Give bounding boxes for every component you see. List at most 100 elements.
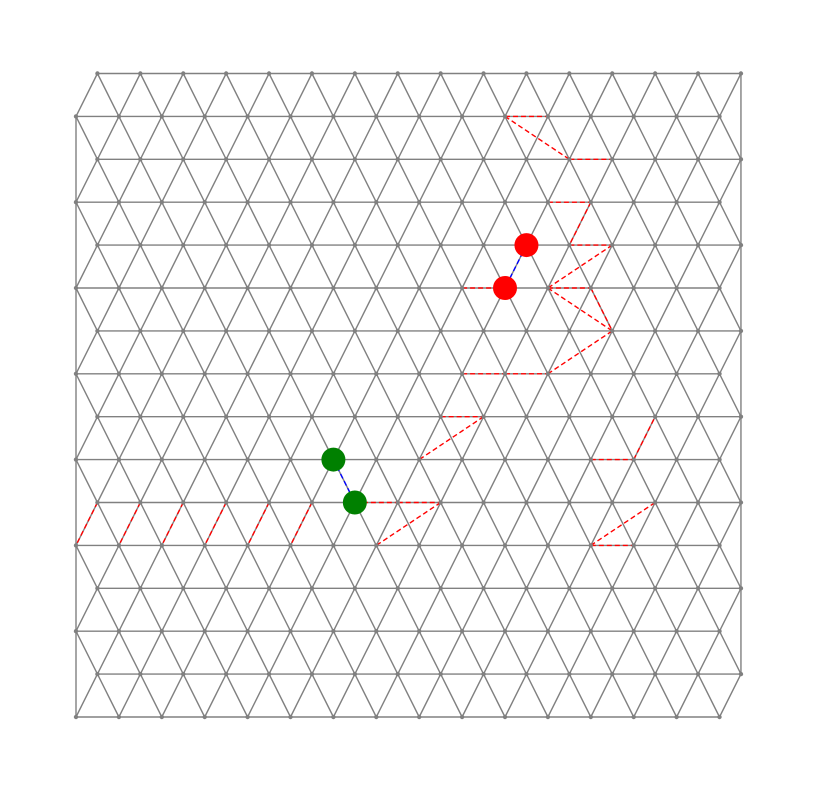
- lattice-edge: [675, 416, 699, 460]
- lattice-edge: [675, 330, 699, 375]
- lattice-edge: [397, 201, 420, 246]
- lattice-edge: [482, 373, 506, 418]
- lattice-edge: [75, 459, 99, 503]
- lattice-node: [610, 328, 615, 334]
- green-marker: [321, 447, 346, 472]
- lattice-edge: [718, 459, 742, 503]
- lattice-edge: [311, 630, 335, 675]
- lattice-node: [417, 629, 422, 634]
- lattice-edge: [418, 587, 442, 632]
- lattice-node: [610, 414, 615, 419]
- lattice-edge: [332, 373, 356, 418]
- lattice-edge: [718, 502, 742, 546]
- lattice-edge: [440, 330, 463, 375]
- lattice-edge: [268, 630, 292, 675]
- lattice-node: [223, 586, 229, 591]
- lattice-edge: [75, 545, 99, 589]
- lattice-node: [73, 114, 79, 119]
- lattice-edge: [633, 673, 656, 718]
- lattice-edge: [461, 587, 485, 632]
- lattice-node: [288, 714, 293, 720]
- lattice-edge: [482, 330, 506, 375]
- lattice-edge: [440, 373, 463, 418]
- lattice-node: [245, 629, 250, 634]
- lattice-edge: [590, 416, 613, 460]
- lattice-node: [631, 114, 636, 119]
- lattice-edge: [225, 73, 249, 117]
- lattice-edge: [568, 73, 592, 117]
- lattice-edge: [590, 459, 613, 503]
- lattice-node: [395, 242, 400, 248]
- lattice-edge: [161, 630, 184, 675]
- lattice-edge: [504, 116, 528, 160]
- lattice-edge: [96, 244, 120, 289]
- lattice-edge: [139, 673, 163, 718]
- lattice-edge: [204, 116, 227, 160]
- lattice-edge: [161, 673, 184, 718]
- lattice-edge: [96, 587, 120, 632]
- lattice-edge: [204, 73, 227, 117]
- lattice-node: [610, 586, 615, 591]
- lattice-edge: [482, 73, 506, 117]
- lattice-edge: [289, 459, 313, 503]
- lattice-edge: [139, 330, 163, 375]
- lattice-edge: [397, 459, 420, 503]
- lattice-node: [588, 543, 593, 548]
- lattice-edge: [611, 416, 635, 460]
- lattice-edge: [96, 116, 120, 160]
- lattice-node: [481, 414, 486, 419]
- lattice-node: [652, 328, 658, 334]
- lattice-edge: [525, 73, 549, 117]
- lattice-node: [202, 285, 207, 291]
- lattice-edge: [675, 673, 699, 718]
- lattice-edge: [118, 287, 141, 332]
- lattice-edge: [332, 116, 356, 160]
- lattice-edge: [354, 244, 377, 289]
- lattice-edge: [418, 416, 442, 460]
- lattice-node: [502, 457, 508, 462]
- lattice-node: [459, 371, 465, 376]
- lattice-node: [717, 714, 722, 720]
- lattice-node: [438, 671, 443, 677]
- lattice-edge: [418, 73, 442, 117]
- lattice-node: [738, 500, 744, 505]
- lattice-edge: [225, 587, 249, 632]
- lattice-node: [717, 371, 722, 376]
- lattice-edge: [182, 630, 206, 675]
- lattice-edge: [697, 373, 721, 418]
- lattice-node: [652, 414, 658, 419]
- lattice-edge: [75, 502, 99, 546]
- lattice-edge: [633, 545, 656, 589]
- lattice-node: [459, 714, 465, 720]
- lattice-node: [438, 242, 443, 248]
- lattice-edge: [418, 545, 442, 589]
- lattice-edge: [482, 201, 506, 246]
- lattice-node: [181, 500, 186, 505]
- red-path-segment: [418, 416, 484, 461]
- lattice-node: [181, 328, 186, 334]
- lattice-node: [331, 200, 336, 205]
- lattice-edge: [182, 373, 206, 418]
- lattice-edge: [440, 673, 463, 718]
- lattice-node: [202, 114, 207, 119]
- lattice-edge: [590, 287, 613, 332]
- lattice-edge: [525, 673, 549, 718]
- lattice-edge: [96, 287, 120, 332]
- lattice-node: [95, 586, 100, 591]
- lattice-node: [610, 71, 615, 76]
- lattice-edge: [268, 201, 292, 246]
- lattice-edge: [611, 459, 635, 503]
- lattice-edge: [268, 116, 292, 160]
- lattice-edge: [246, 116, 270, 160]
- lattice-edge: [718, 73, 742, 117]
- lattice-edge: [182, 502, 206, 546]
- lattice-node: [331, 629, 336, 634]
- lattice-edge: [697, 459, 721, 503]
- lattice-node: [459, 543, 465, 548]
- lattice-node: [309, 414, 315, 419]
- lattice-node: [95, 671, 100, 677]
- lattice-edge: [418, 673, 442, 718]
- lattice-edge: [375, 287, 399, 332]
- lattice-edge: [418, 158, 442, 203]
- lattice-edge: [375, 73, 399, 117]
